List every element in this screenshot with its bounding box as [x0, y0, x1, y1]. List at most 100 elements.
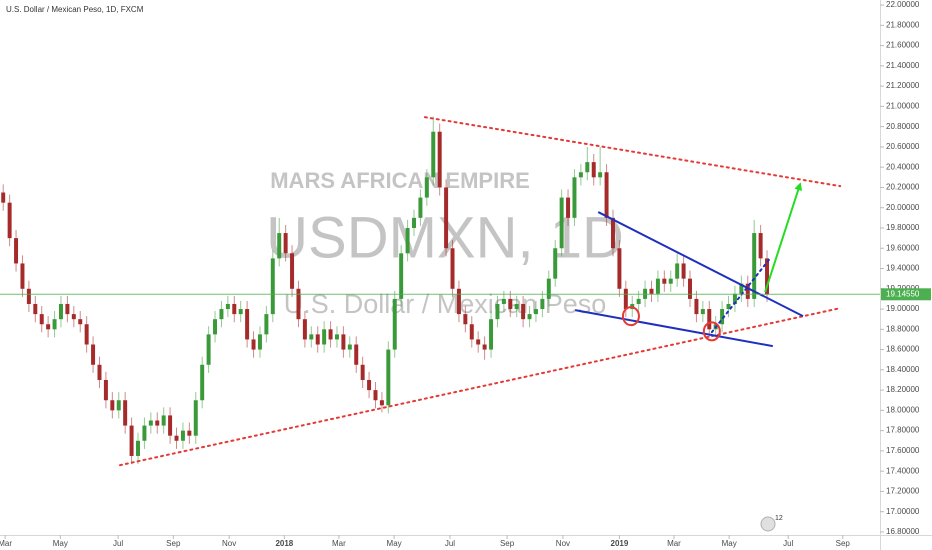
candle-body — [591, 162, 596, 178]
candle-body — [424, 177, 429, 198]
candle-body — [46, 324, 51, 330]
candle-body — [566, 197, 571, 218]
last-price-label: 19.14550 — [886, 289, 920, 298]
trendline — [574, 309, 773, 348]
candle-body — [681, 263, 686, 279]
candle-body — [431, 131, 436, 178]
candle-body — [97, 364, 102, 380]
candle-body — [456, 288, 461, 315]
y-tick-label: 18.40000 — [886, 365, 920, 374]
y-tick-label: 19.60000 — [886, 243, 920, 252]
candle-body — [521, 303, 526, 320]
x-tick-label: Sep — [836, 539, 851, 548]
candle-body — [578, 172, 583, 178]
y-tick-label: 20.60000 — [886, 142, 920, 151]
chart-title: U.S. Dollar / Mexican Peso, 1D, FXCM — [6, 5, 144, 14]
x-tick-label: Mar — [332, 539, 346, 548]
candle-body — [187, 430, 192, 436]
candle-body — [437, 131, 442, 188]
candle-body — [559, 197, 564, 249]
x-tick-label: May — [722, 539, 737, 548]
y-tick-label: 17.60000 — [886, 446, 920, 455]
y-tick-label: 21.80000 — [886, 20, 920, 29]
candle-body — [14, 238, 19, 264]
x-tick-label: May — [53, 539, 68, 548]
x-tick-label: Jul — [445, 539, 455, 548]
candle-body — [180, 430, 185, 441]
y-tick-label: 19.80000 — [886, 223, 920, 232]
candle-body — [7, 202, 12, 239]
x-tick-label: Sep — [500, 539, 515, 548]
candle-body — [225, 303, 230, 310]
candle-body — [668, 278, 673, 284]
trendline — [597, 211, 804, 318]
candle-body — [399, 253, 404, 299]
y-tick-label: 17.40000 — [886, 466, 920, 475]
candle-body — [546, 278, 551, 299]
candle-body — [572, 177, 577, 218]
candle-body — [745, 283, 750, 299]
candle-body — [84, 324, 89, 345]
y-tick-label: 18.00000 — [886, 405, 920, 414]
candle-body — [78, 319, 83, 325]
candle-body — [322, 329, 327, 345]
x-tick-label: Mar — [0, 539, 12, 548]
x-tick-label: May — [387, 539, 402, 548]
candle-body — [334, 334, 339, 340]
trendline — [710, 257, 772, 334]
candle-body — [367, 379, 372, 391]
candle-body — [707, 309, 712, 330]
x-tick-label: 2019 — [611, 539, 629, 548]
candle-body — [617, 248, 622, 289]
candle-body — [213, 319, 218, 335]
candle-body — [553, 248, 558, 279]
candle-body — [527, 314, 532, 320]
candle-body — [206, 334, 211, 365]
candle-body — [270, 258, 275, 315]
candle-body — [585, 162, 590, 173]
candle-body — [463, 314, 468, 325]
candle-body — [694, 298, 699, 315]
events-badge: 12 — [760, 515, 783, 532]
candle-body — [392, 298, 397, 350]
candle-body — [251, 339, 256, 350]
candle-body — [469, 324, 474, 340]
candle-body — [296, 288, 301, 320]
candle-body — [533, 309, 538, 315]
y-tick-label: 20.20000 — [886, 183, 920, 192]
y-tick-label: 18.80000 — [886, 324, 920, 333]
candle-body — [232, 303, 237, 315]
candle-body — [405, 227, 410, 254]
candle-body — [193, 400, 198, 436]
candle-body — [450, 248, 455, 289]
candle-body — [655, 278, 660, 294]
candle-body — [91, 344, 96, 365]
candle-body — [373, 390, 378, 401]
candle-body — [238, 309, 243, 315]
candle-body — [649, 288, 654, 294]
candle-body — [116, 400, 121, 411]
candle-body — [662, 278, 667, 284]
candle-body — [540, 298, 545, 310]
candle-body — [360, 364, 365, 380]
candle-body — [1, 192, 6, 203]
y-tick-label: 20.40000 — [886, 162, 920, 171]
candle-body — [277, 233, 282, 259]
candle-body — [142, 425, 147, 441]
candle-body — [155, 420, 160, 426]
highlight-circle — [621, 306, 640, 327]
candle-body — [379, 400, 384, 406]
x-tick-label: Nov — [222, 539, 236, 548]
last-price-box — [881, 288, 931, 301]
candle-body — [219, 309, 224, 320]
candle-body — [58, 303, 63, 320]
y-tick-label: 17.80000 — [886, 426, 920, 435]
candle-body — [489, 319, 494, 350]
candle-body — [174, 435, 179, 441]
candle-body — [257, 334, 262, 350]
y-tick-label: 21.00000 — [886, 102, 920, 111]
candle-body — [418, 197, 423, 218]
